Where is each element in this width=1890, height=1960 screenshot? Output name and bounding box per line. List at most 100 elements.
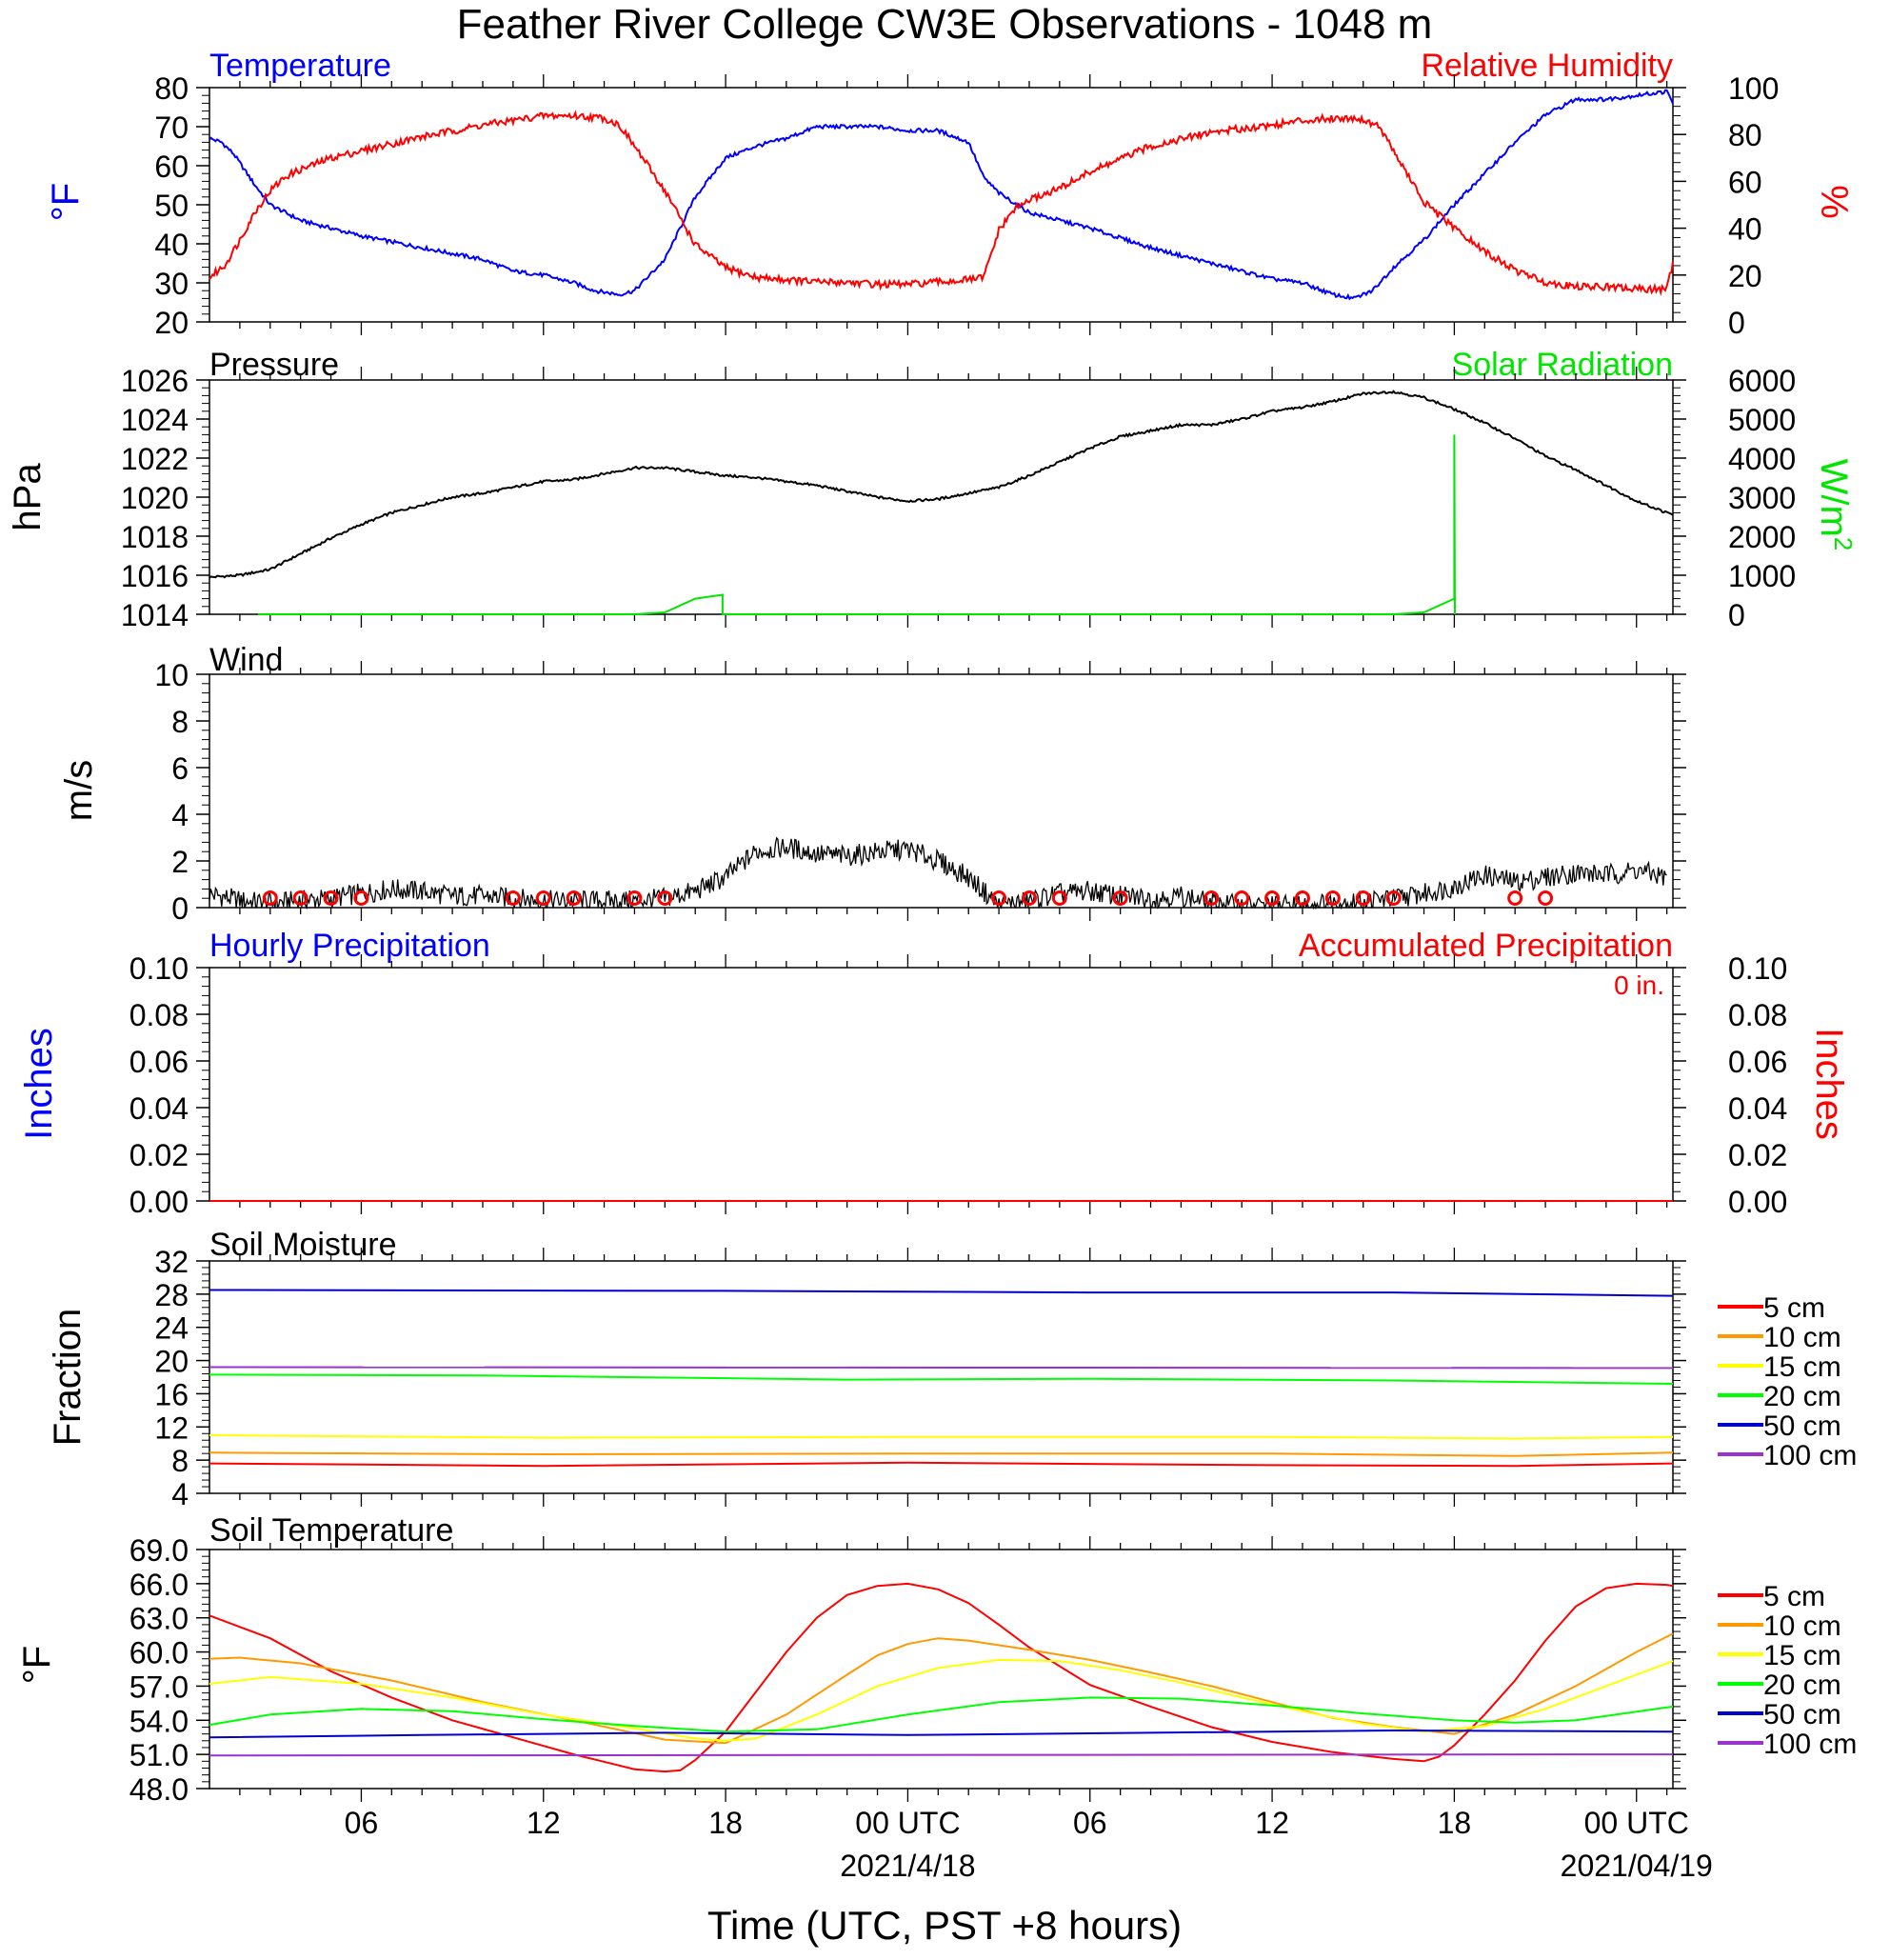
- y2-tick-label: 0.02: [1728, 1138, 1787, 1172]
- legend-label: 5 cm: [1763, 1581, 1825, 1612]
- series-line-wind: [209, 836, 1667, 910]
- calm-wind-marker: [657, 890, 673, 906]
- plot-frame: [209, 673, 1674, 909]
- calm-wind-marker: [1294, 890, 1310, 906]
- panel4-ylabel-left: Inches: [18, 1028, 60, 1140]
- y2-tick-label: 1000: [1728, 559, 1796, 593]
- y-tick-label: 48.0: [129, 1772, 189, 1807]
- y-tick-label: 30: [154, 267, 189, 301]
- x-tick-label: 12: [1255, 1806, 1289, 1840]
- calm-wind-marker: [1204, 890, 1220, 906]
- y-tick-label: 63.0: [129, 1602, 189, 1636]
- legend-label: 10 cm: [1763, 1322, 1841, 1353]
- y-tick-label: 66.0: [129, 1568, 189, 1602]
- series-line-temperature: [209, 89, 1674, 301]
- calm-wind-marker: [1355, 890, 1371, 906]
- y-tick-label: 1024: [121, 403, 189, 437]
- series-line-5-cm: [209, 1582, 1674, 1773]
- y-tick-label: 2: [171, 845, 189, 879]
- accumulated-annotation: 0 in.: [1614, 970, 1664, 1000]
- y-tick-label: 57.0: [129, 1670, 189, 1704]
- legend-label: 50 cm: [1763, 1699, 1841, 1730]
- series-line-10-cm: [209, 1632, 1674, 1745]
- x-axis-label: Time (UTC, PST +8 hours): [707, 1903, 1182, 1948]
- x-date-label: 2021/04/19: [1561, 1849, 1713, 1883]
- y-tick-label: 8: [171, 1444, 189, 1478]
- y-tick-label: 0.04: [129, 1091, 189, 1126]
- x-tick-label: 12: [527, 1806, 561, 1840]
- panel-temperature-humidity: Temperature Relative Humidity °F % 20 30 4…: [45, 48, 1855, 340]
- series-line-20-cm: [209, 1696, 1674, 1733]
- y2-tick-label: 3000: [1728, 481, 1796, 515]
- y-tick-label: 50: [154, 189, 189, 223]
- panel1-ylabel-right: %: [1813, 185, 1855, 219]
- x-tick-label: 18: [1438, 1806, 1472, 1840]
- x-tick-label: 00 UTC: [855, 1806, 960, 1840]
- y-tick-label: 8: [171, 705, 189, 739]
- calm-wind-marker: [1021, 890, 1037, 906]
- calm-wind-marker: [1324, 890, 1341, 906]
- y-tick-label: 60: [154, 150, 189, 184]
- legend-label: 15 cm: [1763, 1351, 1841, 1383]
- series-line-20-cm: [209, 1373, 1674, 1385]
- panel-precipitation: Hourly Precipitation Accumulated Precipi…: [18, 928, 1850, 1219]
- series-line-10-cm: [209, 1451, 1674, 1457]
- legend-label: 50 cm: [1763, 1410, 1841, 1442]
- series-line-15-cm: [209, 1658, 1674, 1742]
- series-line-100-cm: [209, 1753, 1674, 1757]
- legend-label: 100 cm: [1763, 1729, 1857, 1760]
- chart-title: Feather River College CW3E Observations …: [457, 1, 1433, 48]
- panel4-left-title: Hourly Precipitation: [209, 928, 490, 964]
- calm-wind-marker: [1385, 890, 1402, 906]
- calm-wind-marker: [353, 890, 369, 906]
- y-tick-label: 51.0: [129, 1738, 189, 1772]
- panel3-title: Wind: [209, 642, 283, 678]
- y-tick-label: 1022: [121, 442, 189, 476]
- panel2-ylabel-right: W/m2: [1813, 459, 1858, 551]
- series-line-50-cm: [209, 1289, 1674, 1297]
- calm-wind-marker: [566, 890, 582, 906]
- y2-tick-label: 20: [1728, 259, 1762, 293]
- y-tick-label: 32: [154, 1245, 189, 1279]
- panel1-right-title: Relative Humidity: [1421, 48, 1673, 84]
- panel-pressure-solar: Pressure Solar Radiation hPa W/m2 101410…: [7, 347, 1858, 632]
- y-tick-label: 69.0: [129, 1533, 189, 1568]
- panel-soil-temperature: Soil Temperature °F 48.051.054.057.060.0…: [16, 1512, 1857, 1807]
- y-tick-label: 0: [171, 891, 189, 926]
- calm-wind-marker: [991, 890, 1007, 906]
- panel6-title: Soil Temperature: [209, 1512, 453, 1549]
- x-axis: 06 12 18 00 UTC 06 12 18 00 UTC 2021/4/18 2021/04…: [345, 1806, 1713, 1883]
- y-tick-label: 6: [171, 751, 189, 786]
- panel5-title: Soil Moisture: [209, 1227, 397, 1263]
- y-tick-label: 16: [154, 1377, 189, 1411]
- y2-tick-label: 40: [1728, 212, 1762, 247]
- calm-wind-marker: [262, 890, 278, 906]
- panel6-ylabel: °F: [16, 1646, 58, 1684]
- plot-frame: [209, 87, 1674, 323]
- y2-tick-label: 0.08: [1728, 998, 1787, 1032]
- y-tick-label: 20: [154, 306, 189, 340]
- y2-tick-label: 4000: [1728, 442, 1796, 476]
- series-line-50-cm: [209, 1729, 1674, 1739]
- y-tick-label: 1020: [121, 481, 189, 515]
- y2-tick-label: 0.10: [1728, 951, 1787, 986]
- y-tick-label: 1026: [121, 364, 189, 398]
- calm-wind-marker: [1112, 890, 1128, 906]
- legend-label: 5 cm: [1763, 1292, 1825, 1324]
- calm-wind-marker: [292, 890, 308, 906]
- legend-label: 10 cm: [1763, 1610, 1841, 1642]
- series-line-solar-radiation: [258, 434, 1456, 615]
- series-line-100-cm: [209, 1366, 1674, 1370]
- calm-wind-marker: [1507, 890, 1523, 906]
- panel1-ylabel-left: °F: [45, 183, 87, 221]
- y-tick-label: 0.00: [129, 1185, 189, 1219]
- y-tick-label: 40: [154, 228, 189, 262]
- y-tick-label: 0.10: [129, 951, 189, 986]
- y-tick-label: 10: [154, 658, 189, 692]
- series-line-relative-humidity: [209, 110, 1674, 297]
- y-tick-label: 54.0: [129, 1704, 189, 1738]
- series-line-5-cm: [209, 1461, 1674, 1468]
- y-tick-label: 4: [171, 1477, 189, 1511]
- y-tick-label: 60.0: [129, 1636, 189, 1670]
